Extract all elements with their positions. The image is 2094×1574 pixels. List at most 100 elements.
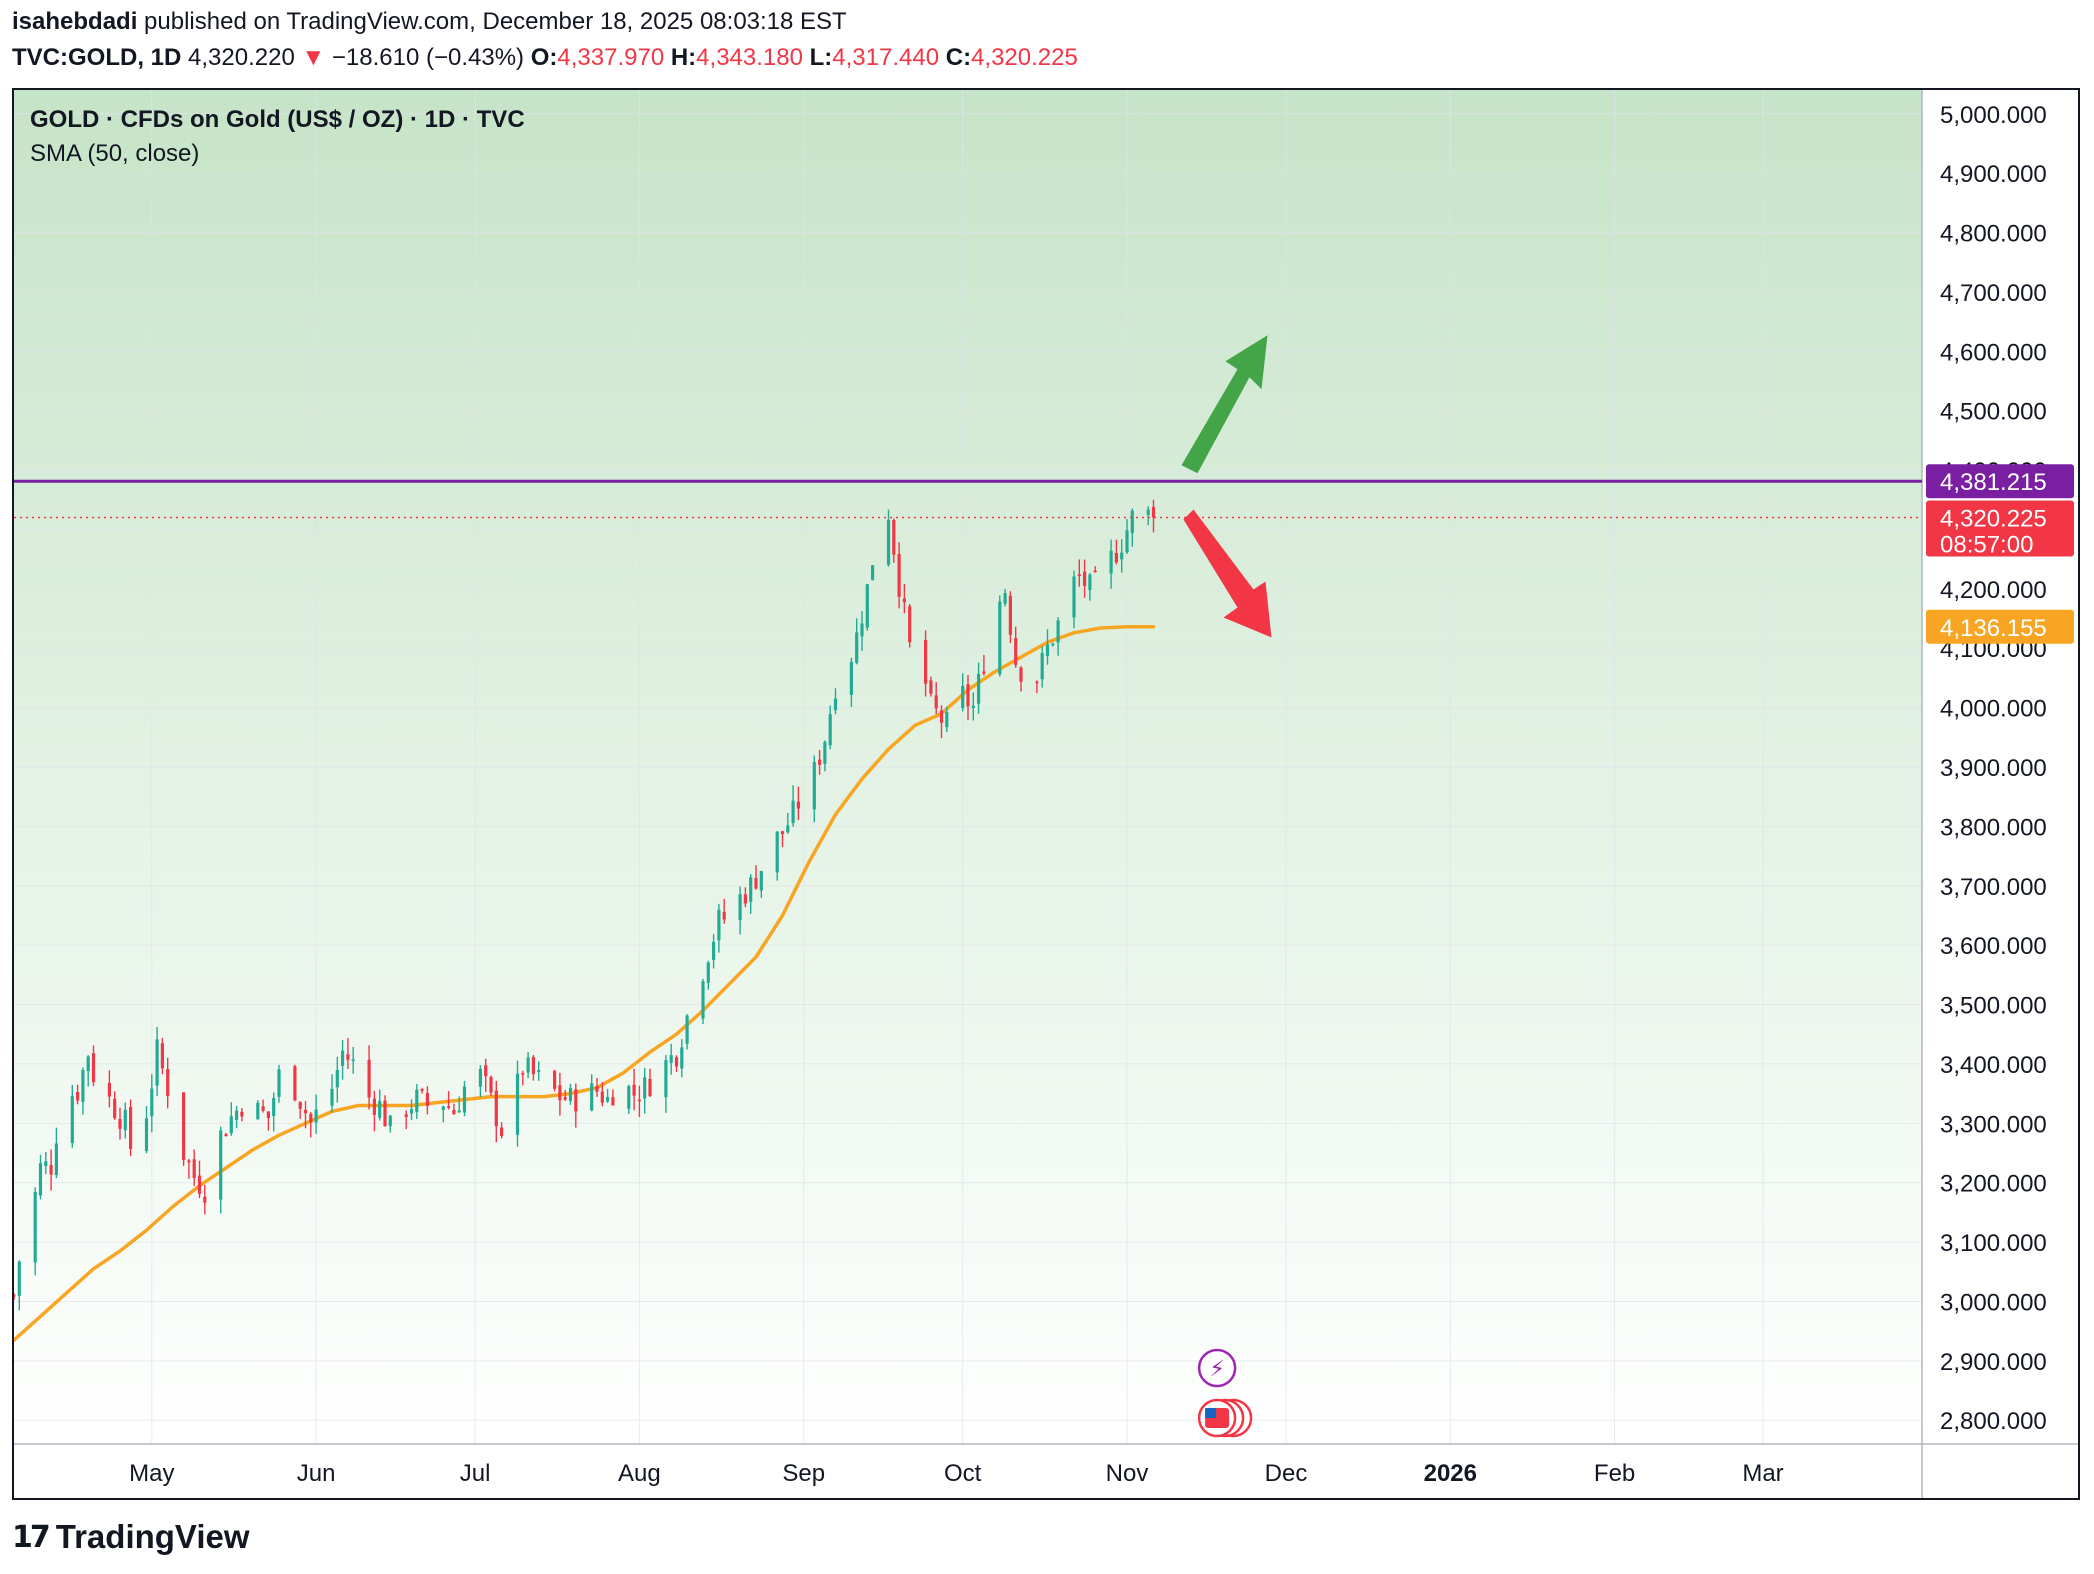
candle-body [796,801,800,809]
author-name[interactable]: isahebdadi [12,8,138,35]
candle-body [54,1143,58,1175]
candle-body [664,1060,668,1098]
candle-body [860,623,864,637]
candle [256,1100,260,1120]
price-tick-label: 3,000.000 [1940,1289,2047,1316]
price-tick-label: 4,900.000 [1940,161,2047,188]
candle [823,740,827,772]
candle [759,870,763,898]
candle [812,755,816,823]
candle-body [791,800,795,824]
candle-body [197,1175,202,1194]
candle-body [1019,667,1023,682]
candle-body [346,1054,350,1060]
candle [754,865,758,890]
candle [441,1105,445,1123]
candle-body [717,909,721,941]
candle [897,542,901,609]
time-tick-label: Nov [1106,1460,1149,1487]
candle-body [314,1109,318,1123]
candle-body [203,1196,207,1203]
chart-frame[interactable]: ⚡ 2,800.000 2,900.000 3,000.000 3,100.000 3,… [12,88,2080,1500]
time-tick-label: Feb [1594,1460,1635,1487]
symbol-name[interactable]: TVC:GOLD, 1D [12,44,182,71]
candle [484,1058,488,1092]
candle [457,1096,461,1113]
candle [1125,519,1129,554]
candle-body [712,941,716,960]
candle-body [14,1295,16,1297]
candle-body [462,1086,467,1113]
candle-body [759,870,763,891]
legend-sma[interactable]: SMA (50, close) [30,140,200,167]
candle-body [494,1090,498,1127]
candle-body [786,825,790,833]
candle [574,1083,578,1128]
candle [701,978,705,1025]
candle [632,1068,636,1111]
candle-body [484,1065,488,1077]
triangle-down-icon: ▼ [301,44,326,71]
candle [828,705,832,750]
candle-body [330,1088,334,1106]
candle [494,1080,498,1143]
candle-body [219,1130,223,1200]
dividends-event-icon[interactable] [1197,1348,1237,1388]
candle-body [818,759,822,765]
candle [462,1080,467,1117]
candle [871,565,875,581]
price-axis[interactable]: 2,800.000 2,900.000 3,000.000 3,100.000 3,20… [1926,102,2074,1435]
candle-body [902,598,906,603]
sma-price-tag[interactable]: 4,136.155 [1926,609,2074,644]
candle [489,1075,493,1097]
open-label: O: [530,44,558,71]
candles [14,499,1156,1311]
candle [150,1074,154,1133]
candle [76,1084,80,1105]
footer-logo[interactable]: 𝟭𝟳 TradingView [12,1518,250,1556]
candle [420,1087,424,1094]
publish-text: published on TradingView.com, December 1… [144,8,847,35]
candle-body [277,1069,281,1097]
candle [939,705,944,739]
candle-body [568,1088,573,1101]
candle-body [1146,509,1150,515]
candle [775,831,779,881]
candle-body [865,584,869,628]
candle-body [272,1098,276,1117]
candle-body [738,894,742,921]
candle [1130,508,1134,547]
candle [833,688,838,715]
candle-body [378,1100,382,1118]
candle-body [897,554,901,597]
candle [17,1260,21,1311]
resistance-price-tag[interactable]: 4,381.215 [1926,464,2074,499]
candle [537,1061,541,1081]
candle [500,1122,504,1139]
candle [187,1158,191,1179]
candle-body [478,1068,482,1087]
candle-body [1072,576,1076,618]
open-value: 4,337.970 [557,44,665,71]
close-value: 4,320.225 [971,44,1078,71]
price-tick-label: 4,600.000 [1940,339,2047,366]
candle-body [945,712,949,727]
candle-body [1093,570,1097,573]
candle [70,1084,74,1148]
candle-body [531,1057,535,1075]
candle-body [17,1261,21,1296]
candle [166,1057,170,1109]
candle-body [293,1066,297,1101]
candle-body [341,1050,345,1066]
candle-body [998,601,1002,675]
candle [600,1082,604,1107]
price-change: −18.610 (−0.43%) [331,44,525,71]
time-axis[interactable]: May Jun Jul Aug Sep Oct Nov Dec 2026 Feb Mar [129,1460,1784,1487]
chart-canvas[interactable]: ⚡ 2,800.000 2,900.000 3,000.000 3,100.000 3,… [14,90,2080,1500]
candle-body [849,661,853,695]
candle-body [977,673,981,704]
legend-title[interactable]: GOLD · CFDs on Gold (US$ / OZ) · 1D · TV… [30,106,525,133]
candle [182,1092,186,1166]
candle-body [452,1110,456,1115]
